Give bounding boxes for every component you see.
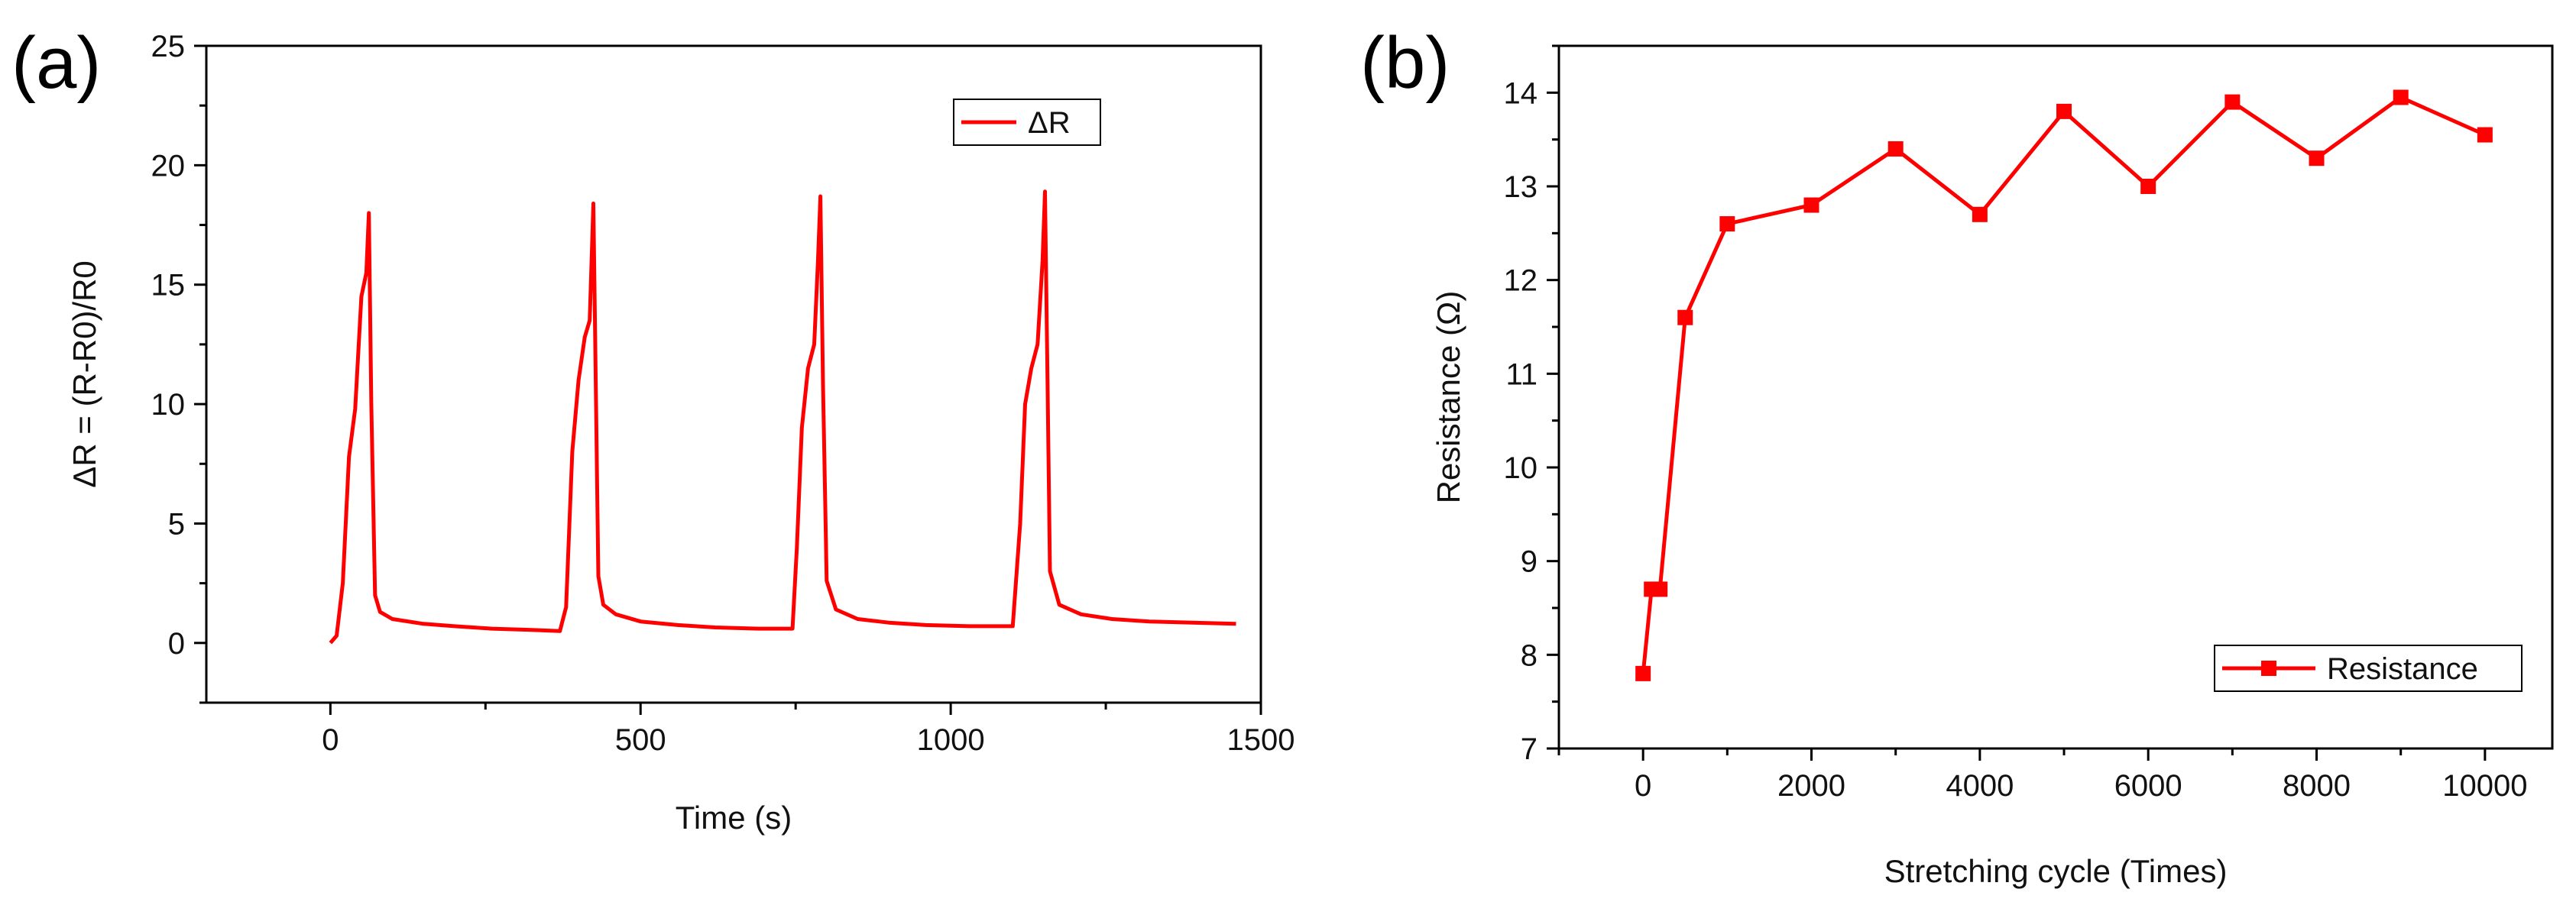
x-tick-label: 0 xyxy=(322,723,339,757)
data-point xyxy=(1652,581,1668,597)
plot-frame-b xyxy=(1557,44,2554,750)
x-tick-label: 500 xyxy=(615,723,666,757)
y-tick-label: 10 xyxy=(151,388,186,422)
panel-label-b: (b) xyxy=(1360,22,1450,104)
y-tick-label: 25 xyxy=(151,30,186,63)
x-tick-label: 6000 xyxy=(2114,769,2182,803)
legend-marker-b xyxy=(2261,661,2276,676)
data-point xyxy=(1677,309,1693,325)
y-tick-label: 8 xyxy=(1521,639,1537,672)
x-axis-title-a: Time (s) xyxy=(676,800,792,836)
y-tick-label: 10 xyxy=(1504,451,1538,485)
y-tick-label: 14 xyxy=(1504,76,1538,110)
chart-panel-b: (b) 0 2000 4000 6000 8000 10000 7 8 9 10 11 12 13 14 St… xyxy=(1360,22,2554,889)
y-tick-label: 15 xyxy=(151,269,186,302)
x-tick-label: 10000 xyxy=(2442,769,2527,803)
x-axis-title-b: Stretching cycle (Times) xyxy=(1884,853,2228,889)
y-tick-label: 12 xyxy=(1504,264,1538,298)
series-line-a xyxy=(329,189,1236,645)
data-point xyxy=(2393,89,2409,105)
panel-label-a: (a) xyxy=(11,22,101,104)
data-point xyxy=(2477,127,2493,143)
y-tick-label: 9 xyxy=(1521,545,1537,579)
x-tick-label: 1500 xyxy=(1227,723,1295,757)
data-point xyxy=(2140,179,2156,194)
x-tick-label: 0 xyxy=(1635,769,1651,803)
y-tick-label: 13 xyxy=(1504,170,1538,204)
data-point xyxy=(2309,150,2325,166)
x-tick-label: 1000 xyxy=(917,723,985,757)
data-point xyxy=(2224,94,2241,110)
data-point xyxy=(1887,141,1904,157)
x-tick-label: 2000 xyxy=(1777,769,1845,803)
y-tick-label: 11 xyxy=(1505,357,1537,391)
data-point xyxy=(1635,665,1651,681)
y-tick-label: 5 xyxy=(168,507,185,541)
data-point xyxy=(1972,206,1988,222)
x-tick-label: 8000 xyxy=(2283,769,2351,803)
legend-label-b: Resistance xyxy=(2327,652,2478,686)
data-point xyxy=(1719,216,1735,232)
y-axis-title-a: ΔR = (R-R0)/R0 xyxy=(66,260,102,488)
y-tick-label: 0 xyxy=(168,627,185,661)
y-tick-label: 20 xyxy=(151,149,186,183)
x-tick-label: 4000 xyxy=(1946,769,2014,803)
legend-label-a: ΔR xyxy=(1028,106,1071,140)
data-point xyxy=(2056,103,2072,119)
data-point xyxy=(1803,197,1819,213)
plot-frame-a xyxy=(205,44,1262,704)
series-line-b xyxy=(1641,95,2486,674)
chart-panel-a: (a) 0 500 1000 1500 0 5 10 15 20 25 Time (s) ΔR = (R… xyxy=(11,22,1294,836)
y-axis-title-b: Resistance (Ω) xyxy=(1431,291,1466,504)
y-tick-label: 7 xyxy=(1521,732,1537,766)
